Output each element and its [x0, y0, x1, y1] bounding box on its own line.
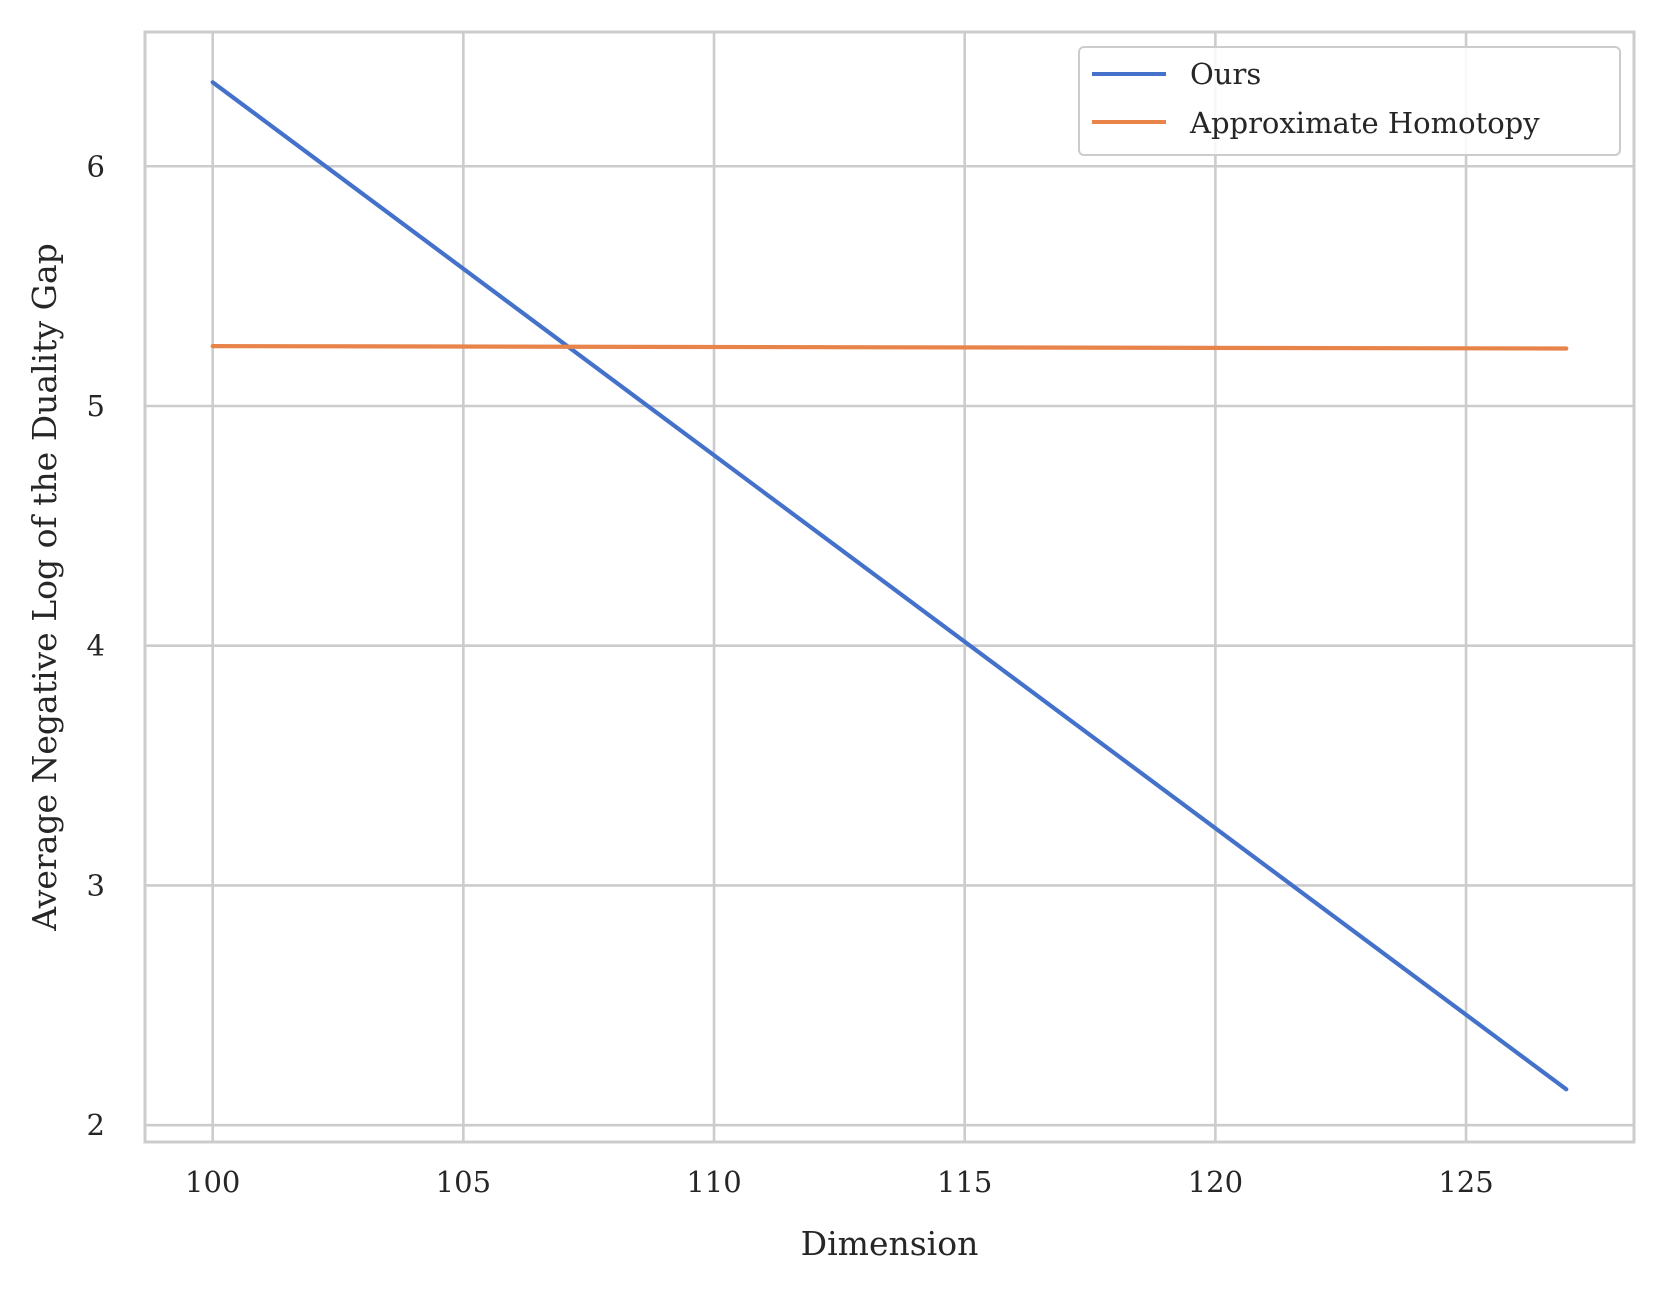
- x-axis-label: Dimension: [801, 1224, 979, 1263]
- y-tick-label: 2: [87, 1108, 105, 1142]
- x-tick-label: 105: [436, 1165, 491, 1199]
- series-lines: [210, 80, 1569, 1092]
- legend-label-ours: Ours: [1190, 57, 1261, 91]
- y-tick-labels: 2 3 4 5 6: [87, 149, 105, 1142]
- x-tick-label: 125: [1438, 1165, 1493, 1199]
- x-tick-label: 120: [1188, 1165, 1243, 1199]
- y-tick-label: 4: [87, 629, 105, 663]
- x-tick-label: 110: [686, 1165, 741, 1199]
- plot-frame: [143, 30, 1636, 1144]
- series-line-ours: [210, 80, 1569, 1092]
- y-tick-label: 6: [87, 149, 105, 183]
- grid-lines: [145, 32, 1634, 1142]
- y-tick-label: 3: [87, 868, 105, 902]
- series-line-approximate-homotopy: [210, 344, 1569, 351]
- x-tick-label: 100: [185, 1165, 240, 1199]
- x-tick-label: 115: [937, 1165, 992, 1199]
- legend-label-approximate-homotopy: Approximate Homotopy: [1189, 106, 1540, 140]
- y-axis-label: Average Negative Log of the Duality Gap: [25, 243, 64, 932]
- x-tick-labels: 100 105 110 115 120 125: [185, 1165, 1494, 1199]
- legend-box: [1078, 46, 1621, 156]
- y-tick-label: 5: [87, 389, 105, 423]
- legend: Ours Approximate Homotopy: [1078, 46, 1621, 156]
